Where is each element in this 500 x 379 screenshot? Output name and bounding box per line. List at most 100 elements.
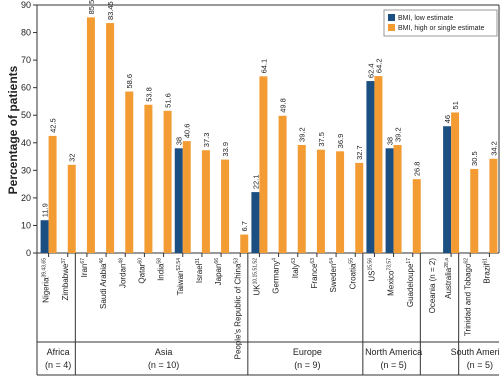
value-label: 53.8 — [144, 87, 153, 102]
category-superscript: 31 — [195, 258, 201, 264]
category-superscript: 73,57 — [387, 258, 393, 271]
value-label: 40.6 — [183, 124, 192, 139]
category-name: Japan — [214, 264, 223, 286]
y-tick-label: 50 — [21, 110, 31, 120]
category-name: Australia — [444, 267, 453, 299]
value-label: 22.1 — [251, 174, 260, 189]
category-superscript: 48 — [118, 258, 124, 264]
category-superscript: 64 — [329, 258, 335, 264]
region-name: Oceania — [428, 283, 437, 313]
category-label: Jordan48 — [118, 258, 127, 288]
value-label: 49.8 — [279, 98, 288, 113]
bar — [174, 148, 183, 253]
bar — [48, 135, 57, 253]
category-name: Sweden — [329, 264, 338, 293]
value-label: 85.5 — [87, 0, 96, 14]
bar — [40, 220, 49, 253]
value-label: 83.45 — [106, 1, 115, 20]
region-sample: (n = 2) — [428, 258, 437, 282]
value-label: 6.7 — [240, 221, 249, 231]
category-label: Sweden64 — [329, 258, 338, 293]
bar — [374, 76, 383, 254]
y-tick-label: 10 — [21, 220, 31, 230]
category-superscript: 52,54 — [176, 258, 182, 271]
category-label: Taiwan52,54 — [176, 258, 185, 296]
y-tick-label: 20 — [21, 193, 31, 203]
category-label: France63 — [310, 258, 319, 289]
region-sample: (n = 4) — [45, 360, 71, 370]
category-label: Qatar60 — [137, 258, 146, 284]
category-name: Germany — [272, 261, 281, 294]
value-label: 33.9 — [221, 142, 230, 157]
value-label: 51.6 — [164, 93, 173, 108]
category-name: Brazil — [482, 263, 491, 283]
bar — [251, 192, 260, 253]
category-name: India — [157, 263, 166, 281]
legend-label: BMI, low estimate — [398, 15, 453, 22]
bar — [67, 164, 76, 253]
region-label: Oceania (n = 2) — [428, 258, 437, 314]
value-label: 64.2 — [374, 58, 383, 73]
category-superscript: 66 — [214, 258, 220, 264]
bar — [182, 141, 191, 253]
region-name: Africa — [47, 347, 70, 357]
category-label: India58 — [157, 258, 166, 281]
category-name: Taiwan — [176, 271, 185, 296]
category-superscript: 46 — [99, 258, 105, 264]
category-name: UK — [252, 284, 261, 296]
bar — [443, 126, 452, 253]
bar — [106, 23, 115, 253]
category-superscript: 39,43,65 — [42, 258, 48, 278]
category-name: Saudi Arabia — [99, 263, 108, 309]
bar — [470, 168, 479, 253]
category-label: Croatia55 — [348, 258, 357, 290]
bar — [393, 144, 402, 253]
bar — [412, 179, 421, 253]
category-name: Croatia — [348, 263, 357, 289]
category-label: Mexico73,57 — [387, 258, 396, 296]
category-superscript: 63 — [310, 258, 316, 264]
bar — [163, 110, 172, 254]
category-name: Trinidad and Tobago — [463, 263, 472, 336]
value-label: 42.5 — [49, 118, 58, 133]
bar — [451, 112, 460, 253]
category-label: Germany4 — [272, 258, 281, 294]
bar — [201, 150, 210, 253]
category-label: Saudi Arabia46 — [99, 258, 108, 309]
bar — [278, 115, 287, 253]
value-label: 38 — [386, 137, 395, 145]
value-label: 32.7 — [355, 145, 364, 160]
bar — [86, 17, 95, 254]
bar — [489, 158, 498, 253]
category-name: Guadeloupe — [406, 263, 415, 307]
category-name: Italy — [291, 264, 300, 279]
category-name: Mexico — [387, 270, 396, 296]
category-superscript: 37 — [61, 258, 67, 264]
bar — [125, 91, 134, 253]
category-superscript: 28,a — [444, 258, 450, 268]
bar — [316, 149, 325, 253]
category-superscript: 4 — [272, 258, 278, 261]
value-label: 46 — [443, 115, 452, 123]
y-tick-label: 70 — [21, 55, 31, 65]
legend-swatch — [388, 24, 395, 31]
bar — [259, 76, 268, 253]
y-axis-title: Percentage of patients — [6, 65, 20, 194]
value-label: 64.1 — [259, 59, 268, 74]
category-superscript: 17 — [406, 258, 412, 264]
y-tick-label: 0 — [26, 248, 31, 258]
category-label: People's Republic of China53 — [233, 258, 242, 360]
region-name: Asia — [155, 347, 173, 357]
y-tick-label: 60 — [21, 83, 31, 93]
y-tick-label: 80 — [21, 28, 31, 38]
bar — [240, 234, 249, 253]
y-tick-label: 90 — [21, 0, 31, 10]
bar — [385, 148, 394, 253]
region-sample: (n = 5) — [467, 360, 493, 370]
bar — [355, 162, 364, 253]
category-label: Italy63 — [291, 258, 300, 278]
bar — [144, 104, 153, 253]
value-label: 51 — [451, 101, 460, 109]
bar — [336, 151, 345, 253]
category-label: Israel31 — [195, 258, 204, 283]
